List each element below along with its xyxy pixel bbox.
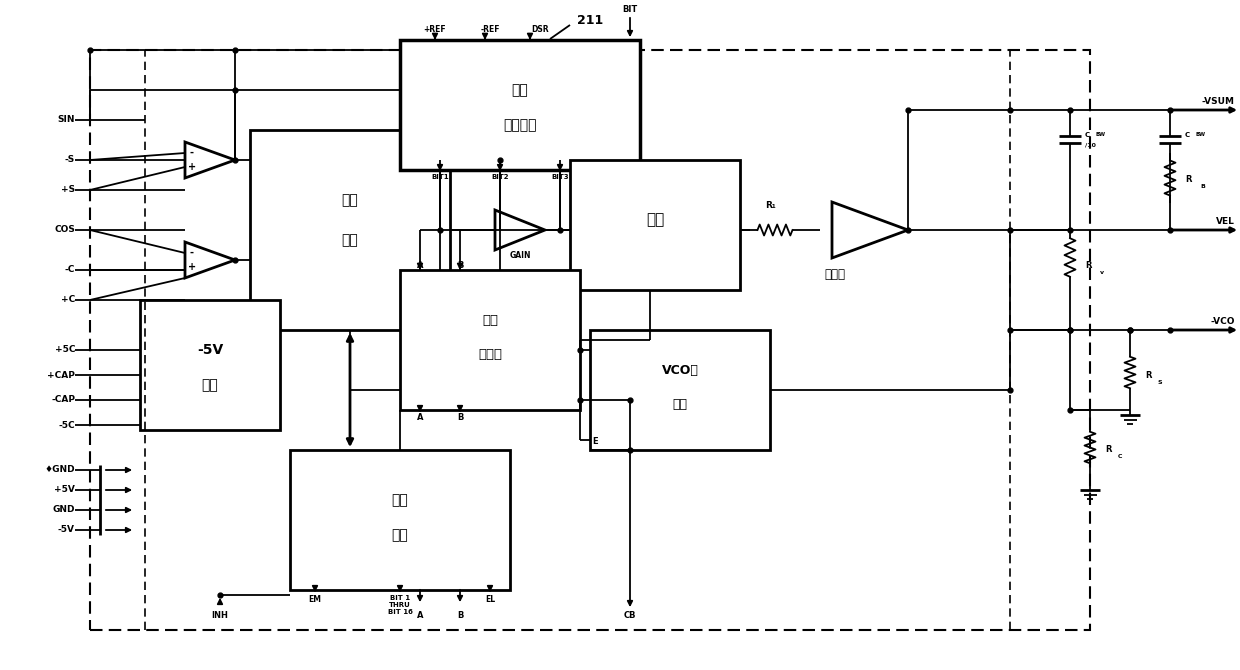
Text: VEL: VEL — [1216, 218, 1235, 226]
Bar — [250, 130, 450, 330]
Bar — [91, 50, 1090, 630]
Text: +C: +C — [61, 295, 74, 304]
Text: 计数器: 计数器 — [477, 348, 502, 362]
Text: R: R — [1085, 261, 1091, 269]
Text: B: B — [1200, 184, 1205, 190]
Text: -VSUM: -VSUM — [1202, 98, 1235, 107]
Text: EM: EM — [309, 596, 321, 604]
Text: -: - — [190, 248, 193, 258]
Text: BIT3: BIT3 — [552, 174, 569, 180]
Text: 传输: 传输 — [342, 193, 358, 207]
Text: +CAP: +CAP — [47, 371, 74, 379]
Text: BIT1: BIT1 — [432, 174, 449, 180]
Text: COS: COS — [55, 226, 74, 234]
Text: -C: -C — [64, 265, 74, 275]
Bar — [401, 270, 580, 410]
Text: 锁存: 锁存 — [392, 528, 408, 542]
Text: BIT 1
THRU
BIT 16: BIT 1 THRU BIT 16 — [388, 595, 413, 615]
Text: BIT: BIT — [622, 5, 637, 15]
Text: +5C: +5C — [55, 346, 74, 354]
Text: A: A — [417, 610, 423, 620]
Text: VCO及: VCO及 — [662, 364, 698, 377]
Text: GND: GND — [52, 505, 74, 515]
Bar — [290, 450, 510, 590]
Text: DSR: DSR — [531, 25, 549, 34]
Text: -: - — [190, 148, 193, 158]
Text: -CAP: -CAP — [51, 395, 74, 405]
Text: 积分器: 积分器 — [825, 269, 846, 281]
Text: R: R — [1145, 371, 1152, 379]
Bar — [140, 300, 280, 430]
Text: B: B — [456, 610, 464, 620]
Text: 参考: 参考 — [512, 83, 528, 97]
Text: A: A — [417, 261, 423, 269]
Text: -REF: -REF — [480, 25, 500, 34]
Text: 可逆: 可逆 — [482, 314, 498, 326]
Text: EL: EL — [485, 596, 495, 604]
Text: 同步电路: 同步电路 — [503, 118, 537, 132]
Text: +5V: +5V — [55, 486, 74, 494]
Text: B: B — [456, 261, 464, 269]
Text: +: + — [188, 262, 196, 272]
Text: INH: INH — [212, 610, 228, 620]
Text: BIT2: BIT2 — [491, 174, 508, 180]
Text: BW: BW — [1095, 133, 1105, 137]
Text: GAIN: GAIN — [510, 251, 531, 261]
Text: -VCO: -VCO — [1210, 318, 1235, 326]
Text: 解调: 解调 — [646, 212, 665, 228]
Text: R₁: R₁ — [765, 200, 775, 210]
Text: -S: -S — [64, 155, 74, 165]
Text: BW: BW — [1195, 133, 1205, 137]
Text: 控制: 控制 — [342, 233, 358, 247]
Text: R: R — [1105, 446, 1111, 454]
Text: C: C — [1085, 132, 1090, 138]
Bar — [590, 330, 770, 450]
Text: 电源: 电源 — [202, 378, 218, 392]
Text: -5V: -5V — [58, 525, 74, 535]
Text: R: R — [1185, 176, 1192, 184]
Text: E: E — [593, 438, 598, 446]
Text: CB: CB — [624, 610, 636, 620]
Text: B: B — [456, 413, 464, 423]
Text: C: C — [1118, 454, 1122, 460]
Text: C: C — [1185, 132, 1190, 138]
Text: -5V: -5V — [197, 343, 223, 357]
Text: 211: 211 — [577, 13, 603, 27]
Text: SIN: SIN — [57, 115, 74, 125]
Text: -5C: -5C — [58, 421, 74, 429]
Bar — [401, 40, 640, 170]
Text: v: v — [1100, 269, 1104, 275]
Text: 时序: 时序 — [672, 399, 687, 411]
Text: ♦GND: ♦GND — [45, 466, 74, 474]
Text: 输出: 输出 — [392, 493, 408, 507]
Text: /10: /10 — [1085, 143, 1096, 147]
Text: +S: +S — [61, 186, 74, 194]
Text: S: S — [1158, 379, 1163, 385]
Text: A: A — [417, 413, 423, 423]
Text: +REF: +REF — [424, 25, 446, 34]
Bar — [570, 160, 740, 290]
Text: +: + — [188, 162, 196, 172]
